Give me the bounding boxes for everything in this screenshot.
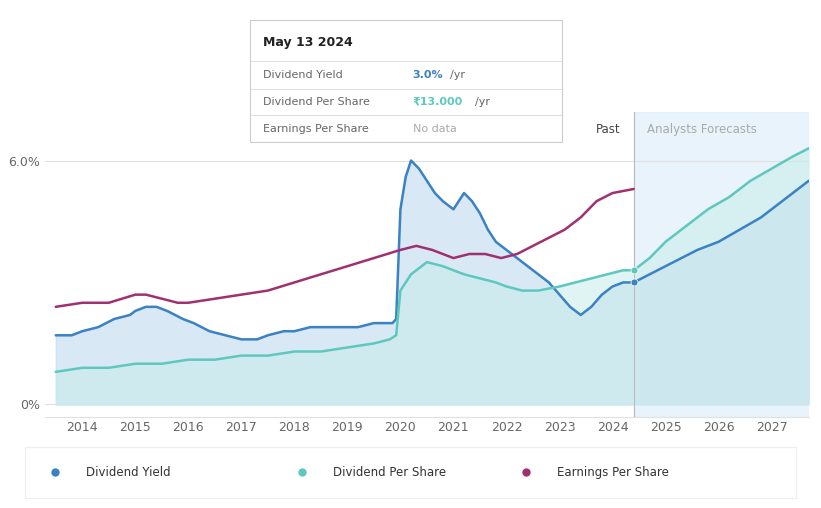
Text: /yr: /yr	[475, 97, 490, 107]
Text: Dividend Yield: Dividend Yield	[86, 466, 171, 479]
Text: Dividend Yield: Dividend Yield	[263, 70, 342, 80]
Text: Earnings Per Share: Earnings Per Share	[557, 466, 669, 479]
Text: Dividend Per Share: Dividend Per Share	[333, 466, 447, 479]
Text: ₹13.000: ₹13.000	[413, 97, 463, 107]
Text: Analysts Forecasts: Analysts Forecasts	[647, 123, 757, 137]
Bar	[634, 112, 809, 417]
Text: 3.0%: 3.0%	[413, 70, 443, 80]
Text: No data: No data	[413, 124, 456, 134]
Text: /yr: /yr	[450, 70, 465, 80]
Text: May 13 2024: May 13 2024	[263, 36, 353, 49]
Text: Earnings Per Share: Earnings Per Share	[263, 124, 369, 134]
Text: Past: Past	[596, 123, 621, 137]
Text: Dividend Per Share: Dividend Per Share	[263, 97, 369, 107]
